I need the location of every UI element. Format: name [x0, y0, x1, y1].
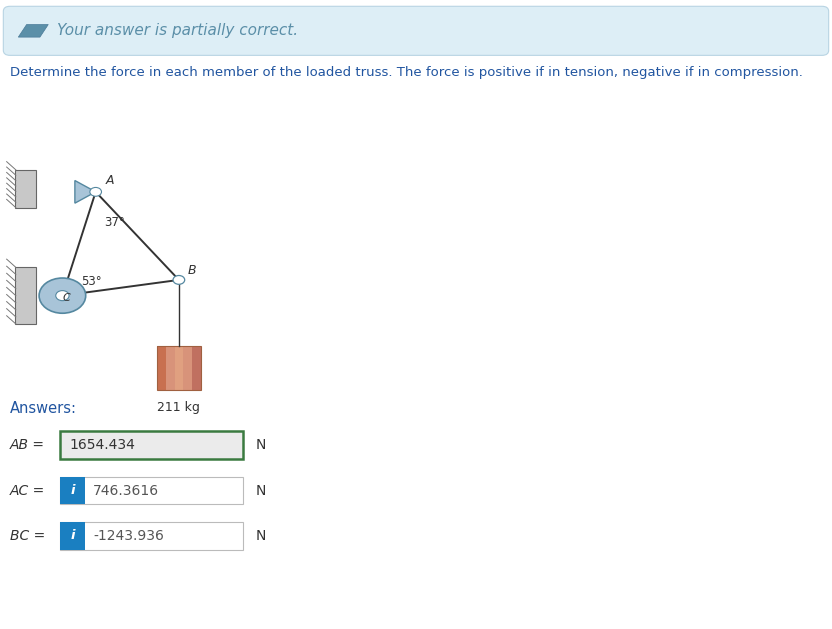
Text: 53°: 53°	[81, 275, 102, 288]
Text: AC =: AC =	[10, 484, 45, 498]
FancyBboxPatch shape	[60, 522, 243, 550]
Circle shape	[56, 291, 69, 301]
Bar	[157, 346, 166, 390]
Text: N: N	[255, 484, 265, 498]
FancyBboxPatch shape	[3, 6, 829, 55]
Polygon shape	[18, 25, 48, 37]
Bar	[60, 477, 85, 504]
Text: -1243.936: -1243.936	[93, 529, 164, 543]
Text: 1654.434: 1654.434	[70, 438, 136, 452]
Text: 37°: 37°	[104, 216, 125, 229]
Circle shape	[90, 187, 102, 196]
Circle shape	[173, 276, 185, 284]
Text: 211 kg: 211 kg	[157, 401, 201, 415]
Text: B: B	[188, 264, 196, 277]
Text: C: C	[62, 292, 71, 303]
Bar	[175, 346, 183, 390]
Text: N: N	[255, 438, 265, 452]
Polygon shape	[75, 181, 96, 203]
FancyBboxPatch shape	[60, 477, 243, 504]
FancyBboxPatch shape	[60, 431, 243, 459]
Bar	[157, 346, 201, 390]
Bar	[15, 170, 36, 208]
Bar	[192, 346, 201, 390]
Text: AB =: AB =	[10, 438, 45, 452]
Circle shape	[39, 278, 86, 313]
Bar	[183, 346, 192, 390]
Text: 746.3616: 746.3616	[93, 484, 159, 498]
Text: A: A	[106, 174, 114, 187]
Text: Answers:: Answers:	[10, 401, 77, 416]
Bar	[60, 522, 85, 550]
Bar	[15, 267, 36, 324]
Text: Determine the force in each member of the loaded truss. The force is positive if: Determine the force in each member of th…	[10, 66, 803, 79]
Text: Your answer is partially correct.: Your answer is partially correct.	[57, 23, 298, 38]
Text: N: N	[255, 529, 265, 543]
Text: i: i	[70, 530, 75, 542]
Bar	[166, 346, 175, 390]
Text: BC =: BC =	[10, 529, 45, 543]
Text: i: i	[70, 484, 75, 497]
